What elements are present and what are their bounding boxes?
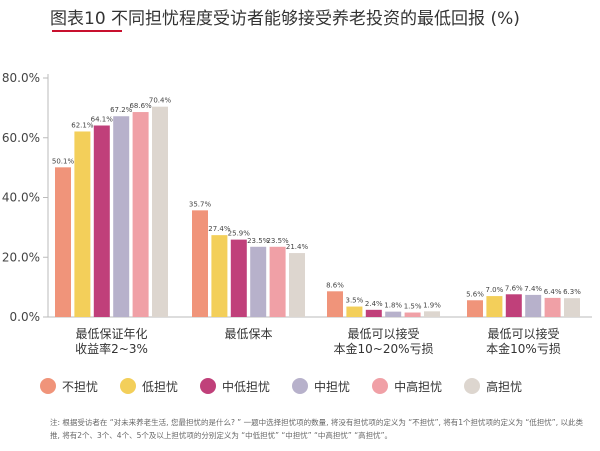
data-label: 67.2% bbox=[110, 106, 133, 114]
legend-item: 低担忧 bbox=[120, 378, 178, 395]
bar bbox=[404, 312, 421, 317]
bar-chart: 0.0% 20.0% 40.0% 60.0% 80.0% 50.1% 35.7% 8.6% 5.… bbox=[2, 71, 592, 356]
data-label: 1.5% bbox=[404, 303, 422, 311]
x-category-label: 收益率2~3% bbox=[75, 341, 148, 356]
x-category-label: 最低保证年化 bbox=[75, 327, 147, 341]
data-label: 35.7% bbox=[189, 200, 212, 208]
data-label: 27.4% bbox=[208, 225, 231, 233]
title-accent-rule bbox=[52, 30, 122, 32]
bar bbox=[467, 300, 483, 317]
x-category-label: 最低可以接受 bbox=[487, 326, 559, 341]
legend-item: 不担忧 bbox=[40, 378, 98, 395]
bar bbox=[289, 253, 305, 317]
bar bbox=[74, 131, 91, 317]
bar bbox=[544, 297, 561, 317]
bar bbox=[152, 106, 168, 318]
bar bbox=[365, 309, 382, 317]
data-label: 64.1% bbox=[91, 116, 114, 124]
data-label: 23.5% bbox=[266, 237, 289, 245]
legend-label: 低担忧 bbox=[142, 379, 179, 394]
bar bbox=[113, 116, 130, 318]
bar bbox=[525, 294, 542, 317]
bar bbox=[564, 298, 580, 317]
legend-swatch bbox=[464, 378, 481, 394]
legend-swatch bbox=[292, 378, 309, 394]
data-label: 68.6% bbox=[129, 102, 152, 110]
data-label: 7.0% bbox=[486, 286, 504, 294]
data-label: 5.6% bbox=[466, 290, 484, 298]
data-label: 1.9% bbox=[423, 301, 441, 309]
legend-label: 高担忧 bbox=[486, 379, 523, 394]
bar bbox=[269, 246, 286, 317]
legend-swatch bbox=[372, 378, 389, 394]
bar bbox=[250, 246, 267, 317]
legend-swatch bbox=[120, 378, 137, 394]
data-label: 23.5% bbox=[247, 237, 270, 245]
legend-item: 中高担忧 bbox=[372, 378, 442, 395]
data-label: 70.4% bbox=[149, 97, 172, 105]
bar bbox=[55, 167, 71, 317]
legend-swatch bbox=[40, 378, 56, 394]
data-label: 21.4% bbox=[286, 243, 309, 251]
legend-swatch bbox=[200, 378, 217, 394]
chart-title: 图表10 不同担忧程度受访者能够接受养老投资的最低回报 (%) bbox=[50, 9, 520, 29]
y-tick-label: 60.0% bbox=[2, 131, 40, 145]
legend-item: 中低担忧 bbox=[200, 378, 270, 395]
bar bbox=[192, 210, 208, 317]
legend: 不担忧 低担忧 中低担忧 中担忧 中高担忧 高担忧 bbox=[40, 376, 580, 396]
data-label: 50.1% bbox=[52, 157, 75, 165]
data-label: 6.3% bbox=[563, 288, 581, 296]
x-category-label: 本金10%亏损 bbox=[486, 341, 561, 356]
x-category-label: 本金10~20%亏损 bbox=[334, 341, 434, 356]
bar bbox=[93, 125, 110, 317]
data-label: 8.6% bbox=[326, 281, 344, 289]
x-category-label: 最低保本 bbox=[224, 327, 272, 341]
x-category-label: 最低可以接受 bbox=[347, 326, 419, 341]
bar bbox=[211, 235, 228, 317]
bar bbox=[505, 294, 522, 317]
bar bbox=[132, 112, 149, 318]
bar bbox=[346, 306, 363, 317]
footnote: 注: 根据受访者在 “对未来养老生活, 您最担忧的是什么? ” 一题中选择担忧项… bbox=[50, 418, 583, 440]
bar bbox=[327, 291, 343, 317]
y-tick-label: 80.0% bbox=[2, 71, 40, 85]
bar bbox=[230, 239, 247, 317]
y-tick-label: 0.0% bbox=[10, 310, 41, 324]
bar bbox=[385, 311, 402, 317]
legend-label: 中低担忧 bbox=[222, 379, 271, 394]
data-label: 25.9% bbox=[228, 230, 251, 238]
legend-label: 中担忧 bbox=[314, 379, 351, 394]
data-label: 7.6% bbox=[505, 284, 523, 292]
data-label: 2.4% bbox=[365, 300, 383, 308]
data-label: 6.4% bbox=[544, 288, 562, 296]
legend-label: 中高担忧 bbox=[394, 379, 443, 394]
y-tick-label: 40.0% bbox=[2, 191, 40, 205]
y-tick-label: 20.0% bbox=[2, 250, 40, 264]
bar bbox=[486, 296, 503, 317]
data-label: 1.8% bbox=[384, 302, 402, 310]
bar bbox=[424, 311, 440, 317]
legend-label: 不担忧 bbox=[62, 379, 99, 394]
legend-item: 中担忧 bbox=[292, 378, 350, 395]
data-label: 62.1% bbox=[71, 121, 94, 129]
data-label: 3.5% bbox=[346, 297, 364, 305]
legend-item: 高担忧 bbox=[464, 378, 522, 395]
data-label: 7.4% bbox=[524, 285, 542, 293]
